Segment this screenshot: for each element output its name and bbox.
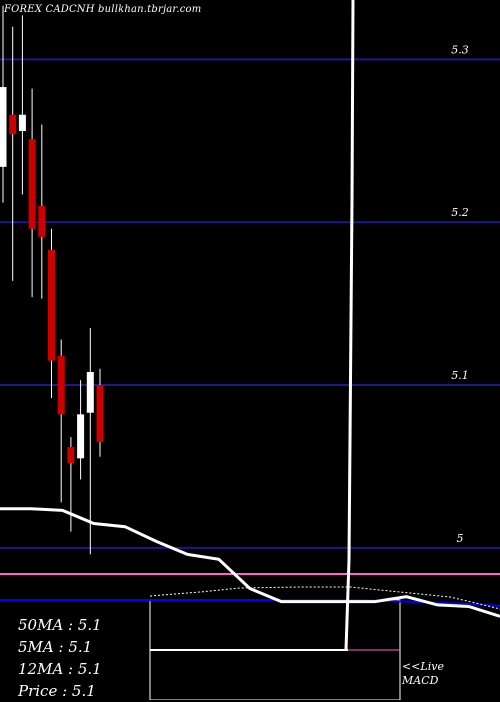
- grid-lines: [0, 58, 500, 549]
- y-tick-labels: 5.3 5.2 5.1 5: [451, 43, 469, 545]
- ma5-value: 5MA : 5.1: [18, 638, 93, 656]
- live-macd-link[interactable]: <<Live MACD: [402, 660, 444, 688]
- candle: [38, 124, 46, 299]
- candle-body-up: [0, 87, 7, 167]
- price-spike-line: [344, 0, 355, 651]
- live-label: <<Live: [402, 660, 444, 673]
- live-price-spike: [344, 0, 355, 651]
- candle-body-down: [28, 139, 36, 229]
- candle: [86, 328, 94, 555]
- y-tick-label: 5.1: [451, 369, 469, 382]
- macd-label: MACD: [402, 674, 439, 687]
- candle: [18, 15, 26, 195]
- dotted-trend-line: [149, 586, 500, 610]
- moving-average-line: [0, 507, 500, 618]
- candle-body-down: [38, 205, 46, 237]
- candlesticks: [0, 5, 104, 555]
- candle: [57, 339, 65, 503]
- candle: [77, 380, 85, 480]
- macd-panel: [0, 586, 500, 700]
- candle-body-down: [48, 249, 55, 361]
- candle-body-up: [86, 372, 94, 413]
- ma50-value: 50MA : 5.1: [18, 616, 102, 634]
- candle: [28, 88, 36, 298]
- candle: [67, 437, 75, 532]
- candle-body-down: [67, 446, 75, 464]
- candle-body-down: [9, 114, 17, 135]
- candle: [9, 26, 17, 281]
- chart-watermark: FOREX CADCNH bullkhan.tbrjar.com: [4, 4, 202, 15]
- y-tick-label: 5.3: [451, 43, 469, 56]
- candle-body-up: [77, 414, 85, 459]
- ma12-value: 12MA : 5.1: [18, 660, 102, 678]
- candle: [0, 5, 7, 203]
- candle: [96, 368, 104, 457]
- candle-body-up: [18, 114, 26, 132]
- ma-line: [0, 507, 500, 618]
- candle: [48, 228, 55, 399]
- y-tick-label: 5.2: [451, 206, 469, 219]
- price-value: Price : 5.1: [18, 682, 96, 700]
- moving-average-stats: 50MA : 5.1 5MA : 5.1 12MA : 5.1 Price : …: [18, 614, 148, 702]
- y-tick-label: 5: [457, 532, 464, 545]
- candle-body-down: [96, 385, 104, 443]
- candle-body-down: [57, 355, 65, 415]
